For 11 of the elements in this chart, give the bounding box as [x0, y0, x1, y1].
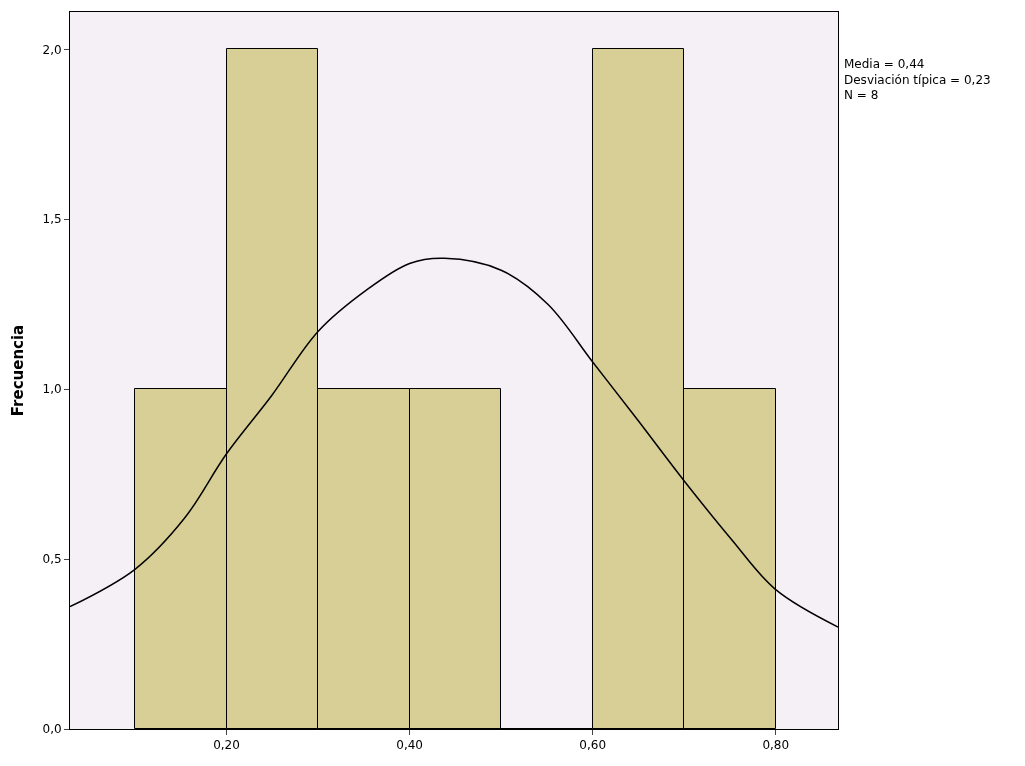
x-tick-label: 0,40 — [396, 738, 423, 753]
y-tick-label: 1,0 — [42, 382, 62, 397]
x-tick-label: 0,60 — [579, 738, 607, 753]
y-tick-label: 1,5 — [42, 212, 62, 227]
y-axis-title: Frecuencia — [8, 324, 27, 417]
text: Media = 0,44 Desviación típica = 0,23 N = 8 — [844, 57, 991, 103]
x-tick-label: 0,20 — [213, 738, 240, 753]
y-tick-label: 0,5 — [42, 552, 62, 567]
y-tick-label: 0,0 — [42, 722, 62, 737]
y-tick-label: 2,0 — [42, 42, 62, 57]
x-tick-label: 0,80 — [762, 738, 790, 753]
